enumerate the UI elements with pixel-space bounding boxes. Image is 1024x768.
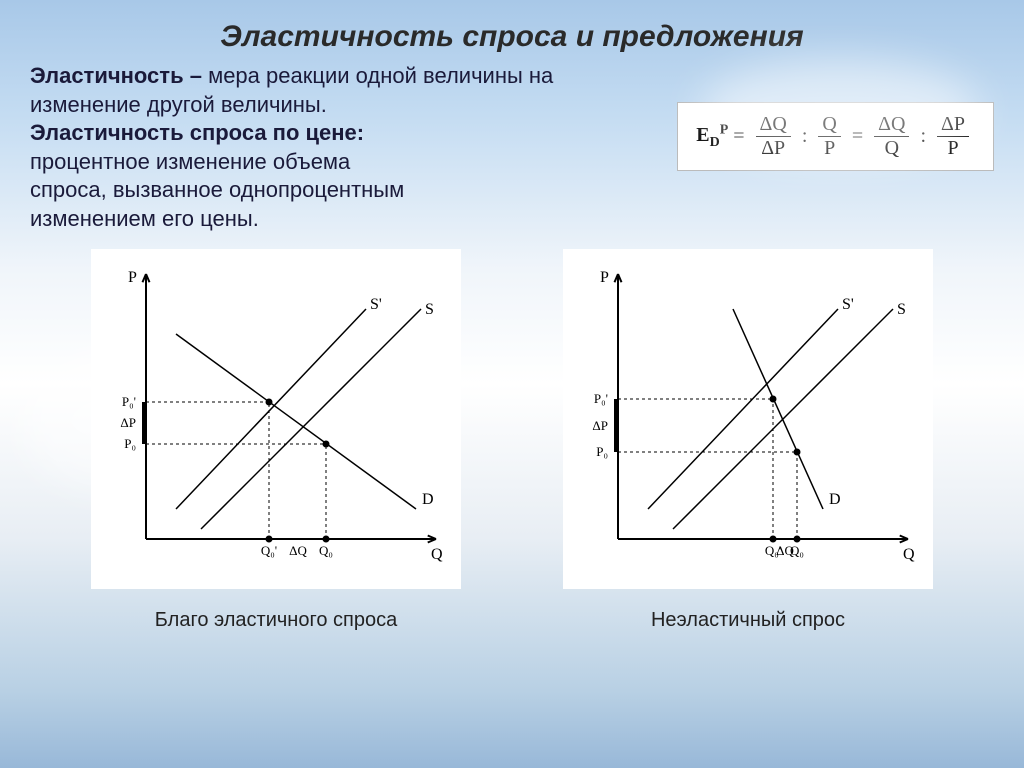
- svg-text:S: S: [897, 301, 906, 318]
- svg-text:Q₀: Q₀: [790, 543, 804, 558]
- def1-bold: Эластичность –: [30, 63, 202, 88]
- chart-inelastic-caption: Неэластичный спрос: [563, 609, 933, 632]
- def2-bold: Эластичность спроса по цене:: [30, 120, 364, 145]
- svg-text:ΔP: ΔP: [120, 415, 136, 430]
- charts-row: P Q S' S D P₀' ΔP P₀ Q₀' ΔQ Q₀ Благо эластичного с…: [0, 249, 1024, 632]
- page-title: Эластичность спроса и предложения: [0, 0, 1024, 62]
- svg-text:P₀: P₀: [596, 444, 608, 459]
- svg-text:ΔP: ΔP: [592, 418, 608, 433]
- svg-text:D: D: [829, 491, 841, 508]
- svg-text:S: S: [425, 301, 434, 318]
- svg-text:Q: Q: [431, 546, 443, 563]
- svg-text:S': S': [370, 296, 382, 313]
- definition-text: Эластичность – мера реакции одной величи…: [30, 62, 667, 234]
- svg-text:P₀': P₀': [594, 391, 608, 406]
- svg-text:S': S': [842, 296, 854, 313]
- svg-text:Q₀': Q₀': [261, 543, 277, 558]
- svg-text:Q₀: Q₀: [319, 543, 333, 558]
- chart-inelastic-wrap: PQS'SDP₀'ΔPP₀Q₀'ΔQQ₀ Неэластичный спрос: [563, 249, 933, 632]
- chart-elastic: P Q S' S D P₀' ΔP P₀ Q₀' ΔQ Q₀: [91, 249, 461, 589]
- svg-text:D: D: [422, 491, 434, 508]
- chart-elastic-wrap: P Q S' S D P₀' ΔP P₀ Q₀' ΔQ Q₀ Благо эластичного с…: [91, 249, 461, 632]
- def2-line3: изменением его цены.: [30, 206, 259, 231]
- svg-text:ΔQ: ΔQ: [289, 543, 307, 558]
- svg-text:P₀': P₀': [122, 394, 136, 409]
- svg-text:P: P: [128, 269, 137, 286]
- svg-text:P: P: [600, 269, 609, 286]
- svg-text:P₀: P₀: [124, 436, 136, 451]
- chart-inelastic: PQS'SDP₀'ΔPP₀Q₀'ΔQQ₀: [563, 249, 933, 589]
- def2-line1: процентное изменение объема: [30, 149, 350, 174]
- def2-line2: спроса, вызванное однопроцентным: [30, 177, 404, 202]
- svg-text:Q: Q: [903, 546, 915, 563]
- chart-elastic-caption: Благо эластичного спроса: [91, 609, 461, 632]
